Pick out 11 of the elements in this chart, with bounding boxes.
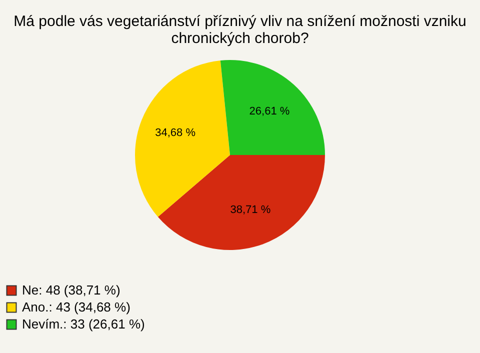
data-label: 38,71 % (230, 204, 271, 216)
text: chronických chorob? (171, 30, 309, 47)
pie-slice (220, 60, 325, 155)
data-label: 26,61 % (249, 105, 290, 118)
pie-slice (135, 60, 230, 217)
legend-label: Ne: 48 (38,71 %) (22, 282, 120, 298)
legend-label: Ano.: 43 (34,68 %) (22, 300, 130, 314)
pie-slice (158, 155, 325, 250)
legend-label: Nevím.: 33 (26,61 %) (22, 316, 145, 332)
text: Má podle vás vegetariánství příznivý vliv na snížení možnosti vzniku (14, 13, 466, 30)
data-label: 34,68 % (155, 127, 196, 140)
